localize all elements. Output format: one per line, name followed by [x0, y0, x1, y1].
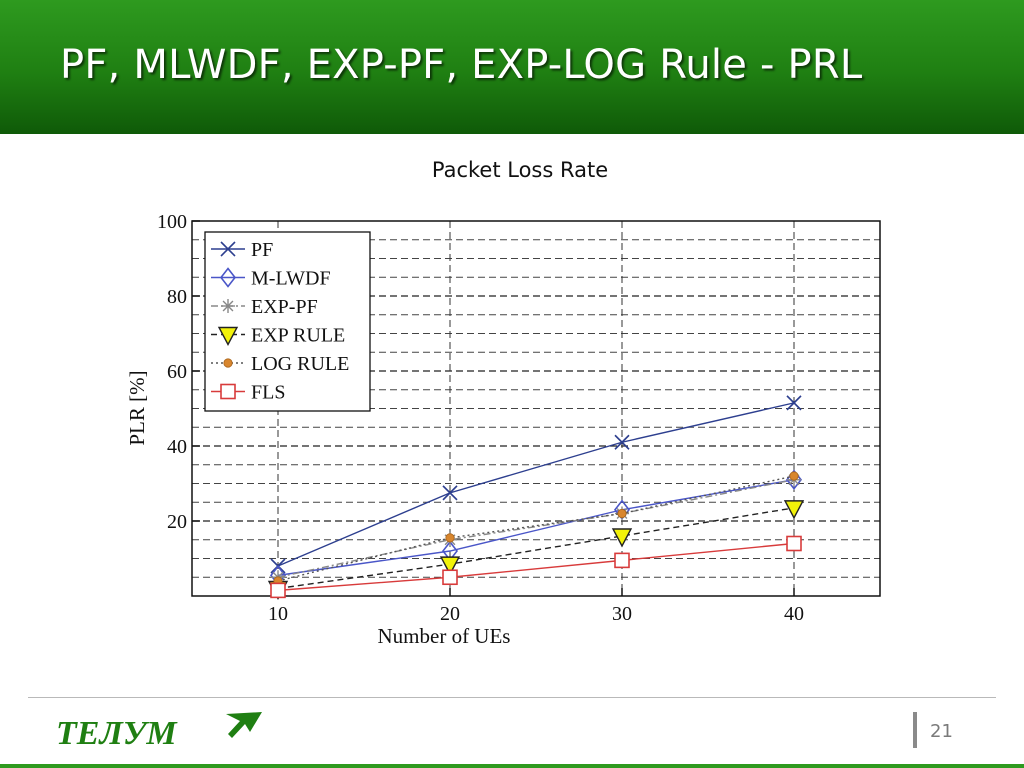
page-number: 21 [930, 721, 953, 742]
y-tick-label: 80 [167, 286, 187, 308]
legend-label: LOG RULE [251, 353, 349, 375]
y-axis-label: PLR [%] [125, 370, 149, 445]
series-line-exp-rule [277, 507, 795, 590]
y-tick-label: 100 [157, 211, 187, 233]
data-point-fls [442, 569, 458, 586]
data-point-exp-rule [439, 556, 461, 576]
logo-arrow-icon [226, 712, 262, 738]
legend-label: FLS [251, 382, 285, 404]
data-point-fls [786, 535, 802, 552]
bottom-accent-line [0, 764, 1024, 768]
x-tick-label: 20 [440, 603, 460, 625]
data-point-exp-rule [611, 528, 633, 548]
data-point-m-lwdf [785, 469, 803, 491]
legend-label: M-LWDF [251, 268, 331, 290]
footer-divider [28, 697, 996, 698]
series-line-pf [277, 402, 795, 567]
x-tick-label: 10 [268, 603, 288, 625]
y-tick-label: 40 [167, 436, 187, 458]
header-bar: PF, MLWDF, EXP-PF, EXP-LOG Rule - PRL [0, 0, 1024, 134]
legend-marker [223, 358, 233, 368]
series-line-m-lwdf [277, 479, 795, 577]
legend-marker [219, 267, 237, 288]
logo-text: ТЕЛУМ [56, 715, 178, 750]
y-tick-label: 20 [167, 511, 187, 533]
legend-label: EXP RULE [251, 325, 345, 347]
data-point-log-rule [617, 508, 627, 519]
data-point-log-rule [445, 533, 455, 543]
series-line-fls [277, 542, 795, 592]
x-tick-label: 40 [784, 603, 804, 625]
slide-title: PF, MLWDF, EXP-PF, EXP-LOG Rule - PRL [60, 42, 863, 88]
data-point-pf [614, 434, 630, 450]
page-number-bar [913, 712, 917, 748]
x-tick-label: 30 [612, 603, 632, 625]
y-tick-label: 60 [167, 361, 187, 383]
telum-logo: ТЕЛУМ [56, 712, 262, 750]
chart-svg: 20 40 60 80 100 10 20 30 40 Number of UEs PLR [%] P… [125, 211, 881, 648]
plot-frame [191, 220, 881, 597]
data-point-fls [270, 582, 286, 599]
legend-label: PF [251, 239, 273, 261]
legend-marker [217, 326, 239, 346]
data-point-exp-rule [783, 500, 805, 520]
data-point-pf [786, 395, 802, 411]
legend-marker [222, 300, 234, 312]
x-axis-label: Number of UEs [378, 624, 511, 648]
data-point-fls [614, 552, 630, 569]
chart-title: Packet Loss Rate [431, 158, 609, 182]
legend-box [204, 231, 371, 412]
data-point-pf [442, 485, 458, 501]
series-line-exp-pf [277, 479, 795, 578]
legend-marker [220, 241, 236, 257]
data-point-log-rule [789, 471, 799, 481]
legend-marker [220, 383, 236, 400]
legend-label: EXP-PF [251, 296, 318, 318]
